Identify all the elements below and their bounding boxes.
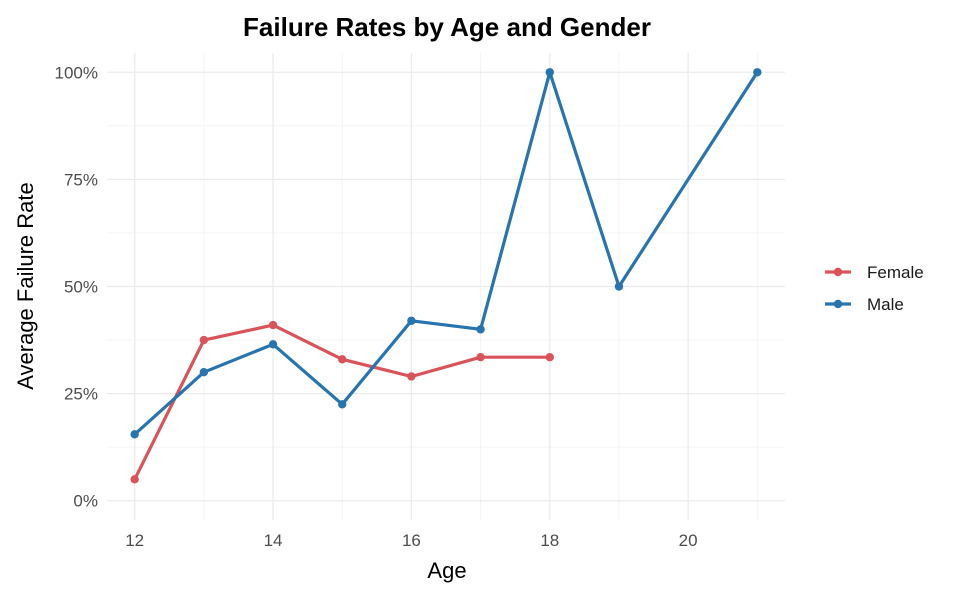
y-axis-title: Average Failure Rate (13, 182, 38, 390)
x-axis-tick-labels: 12 14 16 18 20 (125, 531, 697, 550)
data-point-female (199, 335, 209, 345)
x-tick-label: 18 (540, 531, 559, 550)
y-axis-tick-labels: 0% 25% 50% 75% 100% (55, 63, 98, 510)
data-point-male (476, 325, 485, 334)
data-point-male (199, 367, 209, 377)
x-tick-label: 20 (679, 531, 698, 550)
legend-item-male: Male (825, 295, 904, 314)
data-point-female (407, 372, 416, 381)
legend-swatch-point (833, 299, 843, 309)
y-tick-label: 50% (64, 278, 98, 297)
data-point-male (407, 316, 416, 325)
data-point-male (338, 400, 347, 409)
legend-label: Female (867, 263, 924, 282)
series-points (130, 68, 762, 484)
x-tick-label: 14 (264, 531, 283, 550)
data-point-female (476, 352, 485, 362)
chart-title: Failure Rates by Age and Gender (243, 12, 651, 42)
data-point-male (130, 430, 139, 439)
legend-label: Male (867, 295, 904, 314)
series-line-male (133, 70, 759, 436)
data-point-male (614, 282, 624, 291)
data-point-female (545, 352, 554, 362)
data-point-male (545, 68, 554, 77)
series-lines (133, 70, 759, 481)
legend: Female Male (825, 263, 924, 314)
y-tick-label: 75% (64, 170, 98, 189)
legend-item-female: Female (825, 263, 924, 282)
data-point-male (268, 340, 278, 349)
major-gridlines (107, 53, 785, 520)
x-tick-label: 16 (402, 531, 421, 550)
data-point-female (268, 320, 278, 330)
data-point-female (338, 355, 347, 364)
x-axis-title: Age (427, 558, 466, 583)
x-tick-label: 12 (125, 531, 144, 550)
data-point-male (753, 68, 762, 77)
y-tick-label: 0% (73, 492, 98, 511)
y-tick-label: 100% (55, 63, 98, 82)
y-tick-label: 25% (64, 385, 98, 404)
legend-swatch-point (833, 267, 843, 277)
data-point-female (130, 475, 139, 484)
